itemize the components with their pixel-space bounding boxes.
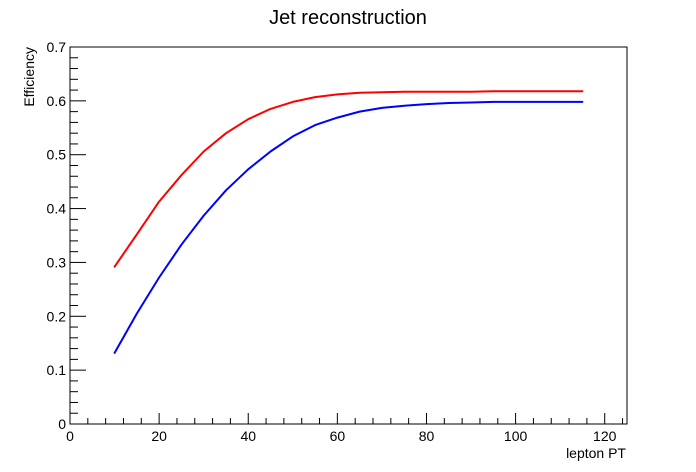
x-axis-title: lepton PT — [566, 445, 626, 461]
tick-labels: 0 20 40 60 80 100 120 0 0.1 0.2 0.3 0.4 0.5 0.6 0.7 — [47, 39, 617, 444]
chart-title: Jet reconstruction — [269, 7, 427, 29]
plot-frame — [69, 46, 628, 425]
y-tick-label: 0.5 — [47, 147, 67, 163]
x-tick-label: 100 — [504, 428, 528, 444]
series-line-1 — [113, 90, 584, 268]
x-tick-label: 60 — [330, 428, 346, 444]
x-tick-label: 20 — [151, 428, 167, 444]
x-tick-label: 40 — [240, 428, 256, 444]
y-axis-title: Efficiency — [21, 47, 37, 107]
y-tick-label: 0.6 — [47, 93, 67, 109]
x-tick-label: 120 — [593, 428, 617, 444]
y-tick-label: 0.2 — [47, 308, 67, 324]
y-tick-label: 0.7 — [47, 39, 67, 55]
axis-ticks — [69, 46, 624, 425]
series-line-2 — [113, 100, 584, 354]
y-tick-label: 0.3 — [47, 254, 67, 270]
y-tick-label: 0 — [58, 416, 66, 432]
y-tick-label: 0.1 — [47, 362, 67, 378]
x-tick-label: 0 — [66, 428, 74, 444]
x-tick-label: 80 — [419, 428, 435, 444]
series-lines — [113, 90, 584, 354]
y-tick-label: 0.4 — [47, 201, 67, 217]
